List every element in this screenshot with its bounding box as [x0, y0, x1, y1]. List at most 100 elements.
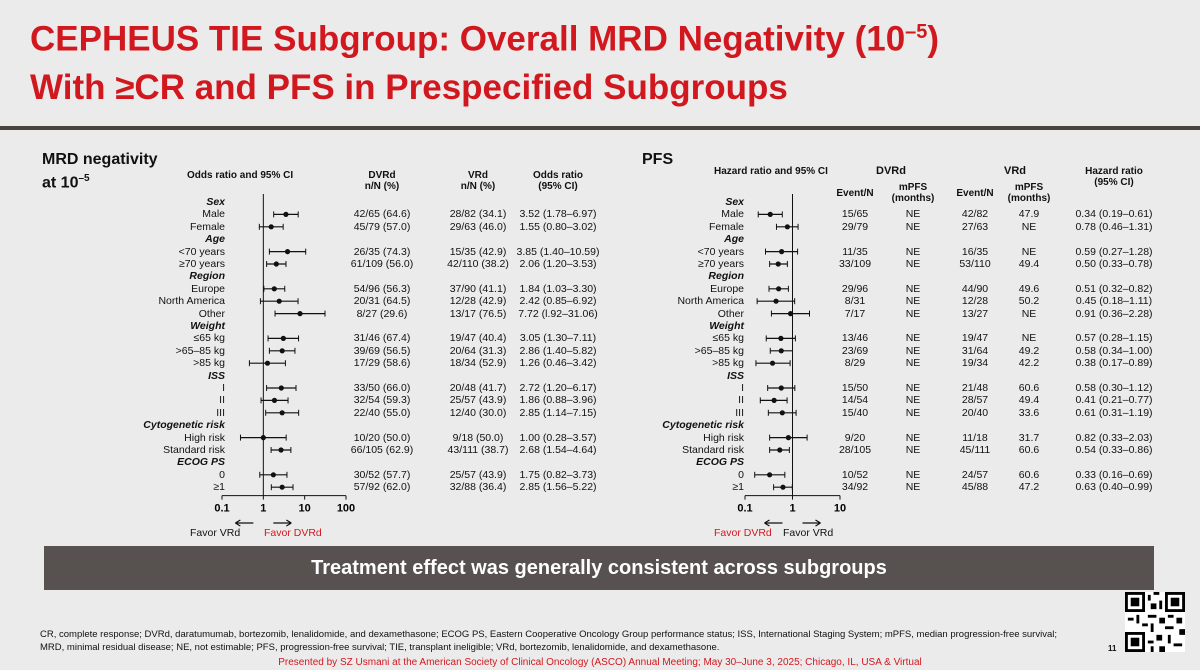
x-tick-label: 1 — [260, 503, 266, 515]
hazard-ratio-value: 0.34 (0.19–0.61) — [1075, 208, 1153, 221]
subgroup-label: >65–85 kg — [175, 344, 225, 357]
dvrd-mpfs-value: NE — [905, 220, 921, 233]
category-label: Cytogenetic risk — [662, 419, 744, 432]
x-tick-label: 1 — [789, 503, 795, 515]
vrd-mpfs-value: 49.4 — [1018, 394, 1040, 407]
x-tick-label: 10 — [834, 503, 846, 515]
odds-ratio-value: 2.06 (1.20–3.53) — [519, 258, 597, 270]
pfs-col-vrd-mpfs: mPFS (months) — [1007, 182, 1051, 204]
subgroup-label: Standard risk — [682, 444, 744, 456]
subgroup-label: Europe — [191, 282, 225, 295]
vrd-mpfs-value: NE — [1021, 332, 1037, 345]
point-estimate — [279, 484, 285, 490]
point-estimate — [778, 348, 784, 354]
mrd-col-dvrd: DVRd n/N (%) — [364, 170, 400, 192]
favor-left-arrow — [235, 519, 254, 527]
pfs-favor-right: Favor VRd — [783, 527, 834, 539]
dvrd-event-value: 8/31 — [844, 295, 866, 308]
dvrd-mpfs-value: NE — [905, 282, 921, 295]
dvrd-mpfs-value: NE — [905, 394, 921, 407]
favor-right-arrow — [273, 519, 292, 527]
subgroup-label: III — [735, 406, 744, 419]
presented-by: Presented by SZ Usmani at the American S… — [278, 657, 922, 668]
vrd-mpfs-value: 50.2 — [1018, 295, 1040, 308]
odds-ratio-value: 1.55 (0.80–3.02) — [519, 220, 597, 233]
subgroup-row: >85 kg 8/29 NE 19/34 42.2 0.38 (0.17–0.89) — [640, 357, 1180, 369]
subgroup-label: <70 years — [697, 245, 744, 258]
vrd-value: 19/47 (40.4) — [449, 332, 507, 345]
point-estimate — [779, 410, 785, 416]
category-label: Weight — [709, 320, 744, 332]
vrd-event-value: 11/18 — [962, 431, 988, 444]
vrd-value: 9/18 (50.0) — [452, 431, 504, 444]
subgroup-label: ≥70 years — [697, 258, 744, 270]
subgroup-row: I 15/50 NE 21/48 60.6 0.58 (0.30–1.12) — [640, 382, 1180, 394]
favor-left-arrow — [764, 519, 783, 527]
category-label: Age — [724, 233, 744, 246]
pfs-plot-title: Hazard ratio and 95% CI — [714, 166, 828, 177]
subgroup-label: I — [222, 382, 225, 394]
subgroup-category: Age — [40, 233, 600, 245]
category-label: Age — [205, 233, 225, 246]
hazard-ratio-value: 0.63 (0.40–0.99) — [1075, 481, 1153, 494]
vrd-event-value: 31/64 — [961, 344, 989, 357]
subgroup-row: ≥70 years 33/109 NE 53/110 49.4 0.50 (0.33–0.… — [640, 258, 1180, 270]
subgroup-row: III 15/40 NE 20/40 33.6 0.61 (0.31–1.19) — [640, 407, 1180, 419]
dvrd-event-value: 15/65 — [841, 208, 869, 221]
category-label: Region — [189, 270, 225, 283]
mrd-heading: MRD negativity at 10–5 — [42, 151, 158, 192]
subgroup-label: ≥1 — [732, 481, 744, 494]
odds-ratio-value: 1.86 (0.88–3.96) — [519, 394, 597, 407]
subgroup-label: Europe — [710, 282, 744, 295]
vrd-mpfs-value: 47.2 — [1018, 481, 1040, 494]
subgroup-category: Cytogenetic risk — [40, 419, 600, 431]
hazard-ratio-value: 0.57 (0.28–1.15) — [1075, 332, 1153, 345]
vrd-mpfs-value: 49.2 — [1018, 344, 1040, 357]
hazard-ratio-value: 0.41 (0.21–0.77) — [1075, 394, 1153, 407]
hazard-ratio-value: 0.51 (0.32–0.82) — [1075, 282, 1153, 295]
vrd-value: 18/34 (52.9) — [449, 357, 507, 370]
vrd-value: 42/110 (38.2) — [447, 258, 509, 270]
point-estimate — [273, 261, 279, 267]
subgroup-label: >85 kg — [193, 357, 225, 370]
hazard-ratio-value: 0.50 (0.33–0.78) — [1075, 258, 1153, 270]
subgroup-row: >65–85 kg 39/69 (56.5) 20/64 (31.3) 2.86 (1… — [40, 345, 600, 357]
dvrd-mpfs-value: NE — [905, 307, 921, 320]
odds-ratio-value: 1.26 (0.46–3.42) — [519, 357, 597, 370]
dvrd-event-value: 23/69 — [841, 344, 869, 357]
subgroup-row: High risk 9/20 NE 11/18 31.7 0.82 (0.33–2.03) — [640, 432, 1180, 444]
dvrd-value: 42/65 (64.6) — [353, 208, 411, 221]
subgroup-row: Female 29/79 NE 27/63 NE 0.78 (0.46–1.31) — [640, 221, 1180, 233]
dvrd-event-value: 7/17 — [844, 307, 866, 320]
point-estimate — [778, 385, 784, 391]
subgroup-category: Weight — [640, 320, 1180, 332]
odds-ratio-value: 2.86 (1.40–5.82) — [519, 344, 597, 357]
dvrd-value: 33/50 (66.0) — [353, 382, 411, 394]
hazard-ratio-value: 0.78 (0.46–1.31) — [1075, 220, 1153, 233]
subgroup-label: ≤65 kg — [193, 332, 225, 345]
vrd-event-value: 45/88 — [961, 481, 989, 494]
vrd-mpfs-value: 60.6 — [1018, 382, 1040, 394]
hazard-ratio-value: 0.61 (0.31–1.19) — [1075, 406, 1153, 419]
subgroup-row: North America 20/31 (64.5) 12/28 (42.9) 2.4… — [40, 295, 600, 307]
subgroup-row: I 33/50 (66.0) 20/48 (41.7) 2.72 (1.20–6.17… — [40, 382, 600, 394]
dvrd-event-value: 29/79 — [841, 220, 869, 233]
mrd-col-or: Odds ratio (95% CI) — [532, 170, 583, 192]
point-estimate — [777, 447, 783, 453]
mrd-forest-plot: 0.1 1 10 100 — [214, 194, 355, 527]
favor-right-arrow — [802, 519, 821, 527]
odds-ratio-value: 2.72 (1.20–6.17) — [519, 382, 597, 394]
x-tick-label: 10 — [299, 503, 311, 515]
hazard-ratio-value: 0.91 (0.36–2.28) — [1075, 307, 1153, 320]
title-divider — [0, 126, 1200, 130]
qr-code-icon[interactable] — [1125, 592, 1185, 652]
subgroup-label: 0 — [738, 468, 744, 481]
pfs-panel: PFS Hazard ratio and 95% CI DVRd VRd Eve… — [640, 145, 1180, 545]
dvrd-mpfs-value: NE — [905, 245, 921, 258]
odds-ratio-value: 3.85 (1.40–10.59) — [516, 245, 600, 258]
dvrd-event-value: 10/52 — [841, 468, 869, 481]
subgroup-category: ECOG PS — [640, 456, 1180, 468]
subgroup-row: Female 45/79 (57.0) 29/63 (46.0) 1.55 (0.80… — [40, 221, 600, 233]
mrd-negativity-panel: MRD negativity at 10–5 Odds ratio and 95… — [40, 145, 600, 545]
point-estimate — [779, 249, 785, 255]
